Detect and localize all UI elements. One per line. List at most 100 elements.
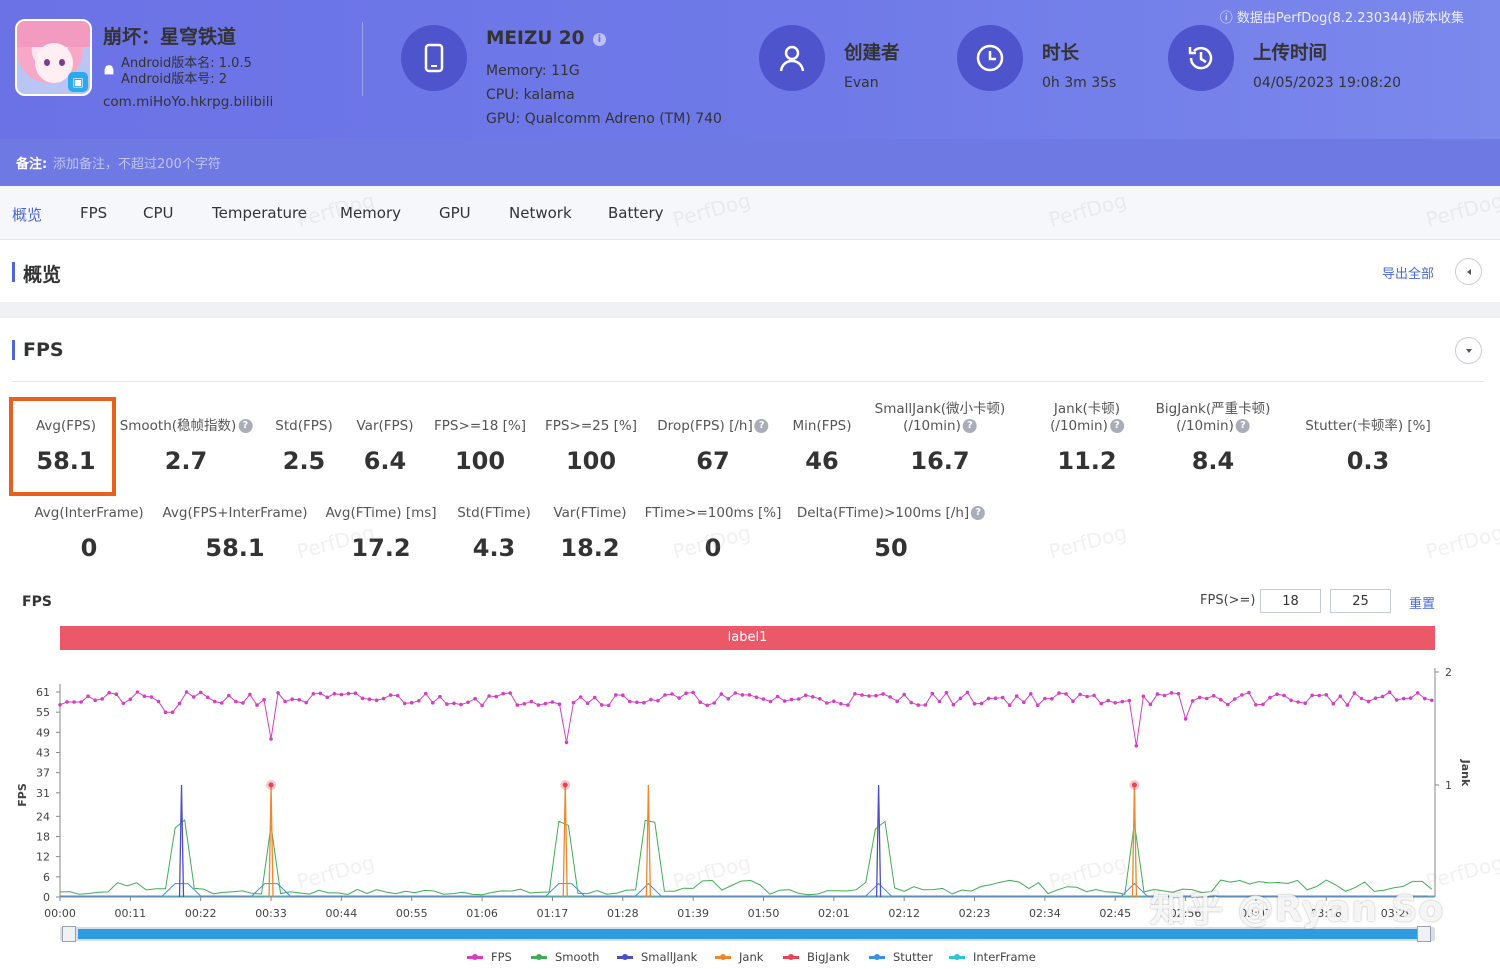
fps-point — [536, 703, 541, 707]
fps-point — [621, 693, 625, 697]
zoom-slider-range[interactable] — [78, 929, 1417, 939]
fps-point — [311, 692, 316, 696]
fps-point — [58, 703, 62, 707]
tab-gpu[interactable]: GPU — [439, 204, 471, 222]
fps-point — [1014, 694, 1019, 698]
legend-item-bigjank[interactable]: BigJank — [783, 950, 850, 964]
fps-point — [255, 703, 259, 707]
help-icon[interactable]: ? — [1109, 419, 1124, 433]
y-tick-label: 6 — [43, 871, 50, 884]
y-tick-label: 31 — [36, 787, 50, 800]
tab-fps[interactable]: FPS — [80, 204, 108, 222]
legend-item-smooth[interactable]: Smooth — [531, 950, 599, 964]
fps-point — [1022, 700, 1026, 705]
fps-point — [367, 697, 372, 701]
legend-label: SmallJank — [641, 950, 698, 964]
help-icon[interactable]: ? — [238, 419, 253, 433]
fps-point — [1169, 691, 1174, 695]
help-icon[interactable]: ? — [962, 419, 977, 433]
fps-point — [241, 701, 245, 705]
fps-point — [262, 697, 266, 702]
smalljank-spike — [178, 784, 185, 898]
metric-var-ftime: Var(FTime) 18.2 — [553, 505, 627, 562]
fps-point — [1394, 698, 1399, 702]
legend-marker — [617, 953, 633, 960]
fps-point — [283, 699, 287, 704]
overview-title: 概览 — [23, 264, 62, 286]
fps-point — [1268, 695, 1272, 700]
fps-point — [1380, 694, 1385, 699]
fps-point — [1064, 692, 1068, 696]
fps-threshold-input-2[interactable] — [1330, 589, 1391, 613]
legend-label: Stutter — [893, 950, 933, 964]
x-tick-label: 03:29 — [1381, 907, 1413, 920]
fps-point — [1352, 691, 1357, 695]
fps-point — [522, 702, 527, 706]
x-tick-label: 02:23 — [959, 907, 991, 920]
bigjank-marker — [1131, 782, 1137, 788]
fps-point — [452, 701, 456, 706]
fps-point — [1387, 690, 1392, 694]
fps-threshold-input-1[interactable] — [1260, 589, 1321, 613]
legend-item-fps[interactable]: FPS — [467, 950, 512, 964]
fps-point — [1261, 702, 1265, 707]
fps-point — [1120, 699, 1125, 704]
fps-point — [768, 699, 773, 704]
x-tick-label: 02:34 — [1029, 907, 1061, 920]
fps-point — [944, 690, 949, 695]
x-tick-label: 01:50 — [748, 907, 780, 920]
metric-smalljank: SmallJank(微小卡顿) (/10min)? 16.7 — [874, 401, 1006, 475]
fps-point — [972, 702, 977, 706]
fps-point — [191, 695, 196, 699]
fps-point — [1183, 717, 1188, 721]
fps-point — [986, 696, 991, 701]
export-all-link[interactable]: 导出全部 — [1382, 267, 1435, 282]
metric-ftime-ge-100: FTime>=100ms [%] 0 — [644, 505, 782, 562]
legend-marker — [531, 953, 547, 960]
info-icon[interactable]: i — [593, 32, 607, 46]
fps-point — [1415, 691, 1420, 695]
fps-point — [487, 694, 491, 698]
fps-point — [395, 693, 400, 698]
zoom-handle-left[interactable] — [62, 926, 76, 942]
help-icon[interactable]: ? — [971, 506, 986, 520]
tab-temperature[interactable]: Temperature — [212, 204, 308, 222]
tab-memory[interactable]: Memory — [340, 204, 402, 222]
upload-value: 04/05/2023 19:08:20 — [1253, 75, 1402, 91]
legend-label: InterFrame — [973, 950, 1036, 964]
tab-battery[interactable]: Battery — [608, 204, 664, 222]
legend-item-smalljank[interactable]: SmallJank — [617, 950, 697, 964]
x-tick-label: 00:44 — [326, 907, 358, 920]
smooth-series-line — [59, 819, 1433, 896]
help-icon[interactable]: ? — [754, 419, 769, 433]
fps-point — [304, 700, 309, 705]
fps-point — [1148, 702, 1153, 707]
label-bar[interactable]: label1 — [60, 626, 1435, 650]
help-icon[interactable]: ? — [1235, 419, 1250, 433]
x-tick-label: 00:33 — [255, 907, 287, 920]
y-tick-label: 49 — [36, 726, 50, 739]
legend-item-interframe[interactable]: InterFrame — [949, 950, 1036, 964]
fps-point — [1092, 693, 1096, 698]
collapse-left-button[interactable] — [1455, 258, 1482, 285]
collapse-down-button[interactable] — [1455, 337, 1482, 364]
legend-item-stutter[interactable]: Stutter — [869, 950, 933, 964]
fps-point — [332, 691, 337, 696]
header-divider — [362, 22, 363, 96]
fps-point — [677, 696, 681, 700]
fps-point — [1190, 699, 1195, 703]
remark-input[interactable]: 添加备注，不超过200个字符 — [53, 157, 221, 172]
tab-overview[interactable]: 概览 — [12, 206, 43, 224]
fps-point — [930, 691, 935, 696]
tab-cpu[interactable]: CPU — [143, 204, 174, 222]
reset-link[interactable]: 重置 — [1409, 597, 1436, 612]
android-version-code: Android版本号: 2 — [121, 72, 228, 87]
zoom-handle-right[interactable] — [1417, 926, 1431, 942]
duration-value: 0h 3m 35s — [1042, 75, 1117, 91]
tab-network[interactable]: Network — [509, 204, 572, 222]
legend-item-jank[interactable]: Jank — [715, 950, 763, 964]
fps-point — [818, 697, 822, 701]
metric-stutter: Stutter(卡顿率) [%] 0.3 — [1305, 418, 1431, 475]
fps-point — [1099, 701, 1103, 706]
